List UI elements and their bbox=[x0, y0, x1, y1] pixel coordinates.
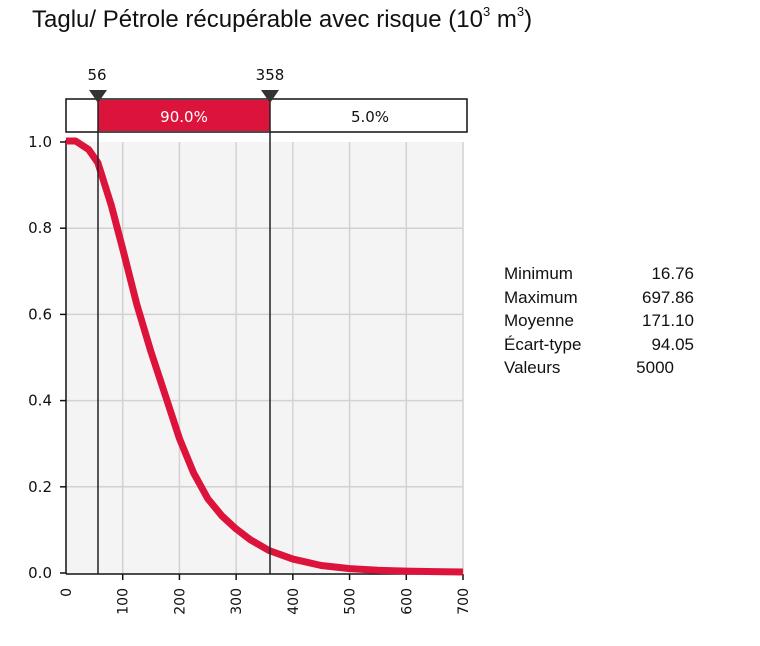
chart-title: Taglu/ Pétrole récupérable avec risque (… bbox=[32, 4, 533, 34]
y-tick-label: 0.0 bbox=[28, 564, 52, 582]
stat-row-count: Valeurs 5000 bbox=[504, 358, 694, 382]
stat-label: Maximum bbox=[504, 287, 578, 307]
x-tick-label: 400 bbox=[286, 588, 302, 615]
stat-value: 5000 bbox=[636, 358, 674, 377]
y-tick-label: 0.4 bbox=[28, 392, 52, 410]
title-superscript: 3 bbox=[482, 4, 491, 19]
marker-handle-right-icon[interactable] bbox=[261, 90, 279, 103]
grid-lines bbox=[66, 142, 464, 573]
x-tick-label: 0 bbox=[59, 588, 75, 597]
x-tick-label: 600 bbox=[399, 588, 415, 615]
stat-value: 171.10 bbox=[642, 311, 694, 330]
y-tick-label: 0.8 bbox=[28, 219, 52, 237]
stat-value: 697.86 bbox=[642, 287, 694, 307]
y-ticks: 0.0 0.2 0.4 0.6 0.8 1.0 bbox=[28, 133, 66, 582]
band-middle bbox=[98, 100, 270, 131]
stat-label: Valeurs bbox=[504, 358, 561, 377]
marker-left-value: 56 bbox=[87, 66, 106, 84]
title-unit: m bbox=[490, 6, 517, 33]
title-close: ) bbox=[524, 6, 533, 33]
x-tick-label: 500 bbox=[343, 588, 359, 615]
stat-label: Moyenne bbox=[504, 311, 574, 330]
band-right-label: 5.0% bbox=[351, 108, 389, 126]
x-ticks: 0 100 200 300 400 500 600 700 bbox=[59, 574, 472, 615]
exceedance-curve bbox=[66, 137, 464, 576]
title-superscript: 3 bbox=[516, 4, 525, 19]
marker-right-value: 358 bbox=[256, 66, 285, 84]
stat-row-mean: Moyenne 171.10 bbox=[504, 311, 694, 335]
y-tick-label: 0.6 bbox=[28, 305, 52, 323]
title-text: Taglu/ Pétrole récupérable avec risque (… bbox=[32, 6, 483, 33]
y-tick-label: 1.0 bbox=[28, 133, 52, 151]
y-tick-label: 0.2 bbox=[28, 478, 52, 496]
stat-row-std-dev: Écart-type 94.05 bbox=[504, 335, 694, 359]
stat-row-maximum: Maximum 697.86 bbox=[504, 288, 694, 312]
stat-label: Écart-type bbox=[504, 334, 582, 354]
stat-value: 94.05 bbox=[651, 334, 694, 354]
x-tick-label: 100 bbox=[116, 588, 132, 615]
marker-handle-left-icon[interactable] bbox=[89, 90, 107, 103]
stat-value: 16.76 bbox=[651, 264, 694, 283]
plot-area bbox=[66, 142, 463, 573]
stat-row-minimum: Minimum 16.76 bbox=[504, 264, 694, 288]
x-tick-label: 700 bbox=[456, 588, 472, 615]
x-tick-label: 200 bbox=[172, 588, 188, 615]
stat-label: Minimum bbox=[504, 264, 573, 283]
band-middle-label: 90.0% bbox=[160, 108, 208, 126]
statistics-panel: Minimum 16.76 Maximum 697.86 Moyenne 171.10… bbox=[504, 264, 694, 382]
x-tick-label: 300 bbox=[229, 588, 245, 615]
